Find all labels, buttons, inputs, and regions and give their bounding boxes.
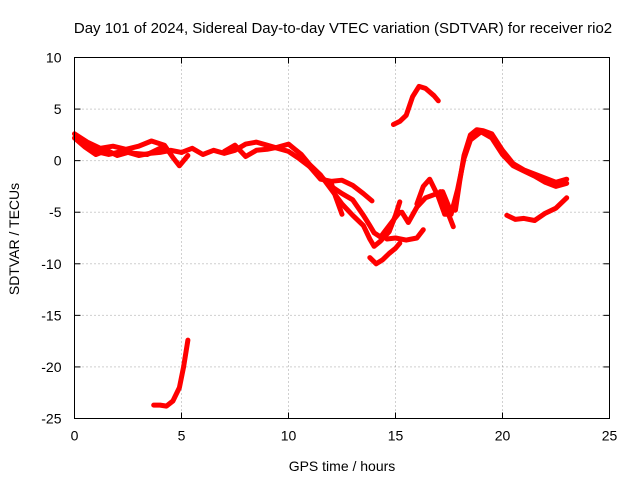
series-line-seg-6 — [296, 152, 375, 204]
x-tick-label: 0 — [71, 428, 79, 444]
x-tick-label: 10 — [281, 428, 297, 444]
y-axis-label: SDTVAR / TECUs — [6, 183, 22, 295]
series-line-seg-15 — [151, 337, 191, 409]
y-tick-label: -25 — [41, 411, 61, 427]
grid — [74, 57, 610, 419]
y-tick-label: -20 — [41, 359, 61, 375]
series-line-seg-3 — [80, 139, 174, 157]
series-line-seg-13 — [437, 189, 456, 230]
series-line-seg-8 — [367, 240, 403, 267]
series-line-seg-11 — [399, 127, 570, 225]
series-line-seg-9 — [384, 227, 426, 243]
x-tick-label: 5 — [178, 428, 186, 444]
y-tick-label: -15 — [41, 307, 61, 323]
chart-title: Day 101 of 2024, Sidereal Day-to-day VTE… — [74, 20, 612, 37]
series-line-seg-7 — [328, 180, 345, 217]
y-tick-label: 0 — [54, 153, 62, 169]
x-tick-label: 20 — [495, 428, 511, 444]
x-axis-label: GPS time / hours — [289, 458, 396, 474]
series-line-seg-12 — [414, 129, 570, 217]
series-line-seg-14 — [504, 195, 570, 223]
x-tick-label: 25 — [602, 428, 618, 444]
y-tick-label: -10 — [41, 256, 61, 272]
y-tick-label: 5 — [54, 101, 62, 117]
series-line-seg-5 — [221, 141, 403, 249]
series-line-seg-10 — [390, 83, 441, 127]
series-line-seg-4 — [179, 139, 403, 240]
y-tick-label: -5 — [49, 204, 62, 220]
axis-ticks: 0 5 10 15 20 25 -25 -20 -15 -10 -5 0 5 10 — [41, 50, 617, 444]
plot-frame — [74, 57, 610, 419]
data-series — [72, 83, 570, 409]
series-line-seg-2 — [72, 131, 191, 169]
x-tick-label: 15 — [388, 428, 404, 444]
y-tick-label: 10 — [46, 50, 62, 66]
